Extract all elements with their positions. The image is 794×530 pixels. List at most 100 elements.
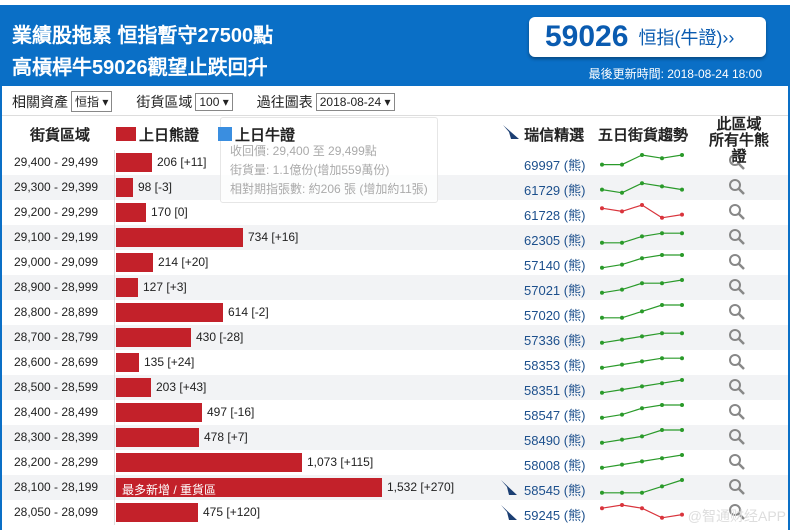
- credit-suisse-sail-icon: [501, 480, 517, 495]
- trend-point: [640, 281, 644, 286]
- trend-point: [660, 515, 664, 520]
- bear-bar[interactable]: [116, 303, 223, 322]
- bar-value: 430 [-28]: [196, 330, 244, 344]
- legend-bull[interactable]: 上日牛證: [218, 124, 295, 145]
- bear-bar[interactable]: [116, 428, 199, 447]
- warrant-code-link[interactable]: 57020 (熊): [524, 308, 586, 323]
- search-icon[interactable]: [728, 378, 746, 396]
- search-icon[interactable]: [728, 153, 746, 171]
- chart-date-select[interactable]: 2018-08-24 ▾: [315, 92, 395, 111]
- featured-warrant-button[interactable]: 59026 恒指(牛證)››: [529, 17, 766, 57]
- warrant-code-link[interactable]: 58490 (熊): [524, 433, 586, 448]
- warrant-code-link[interactable]: 61728 (熊): [524, 208, 586, 223]
- table-row[interactable]: 28,800 - 28,899 614 [-2] 57020 (熊): [2, 300, 788, 325]
- table-row[interactable]: 28,100 - 28,199 最多新增 / 重貨區 1,532 [+270] 5…: [2, 475, 788, 500]
- warrant-code-link[interactable]: 59245 (熊): [524, 508, 586, 523]
- bear-bar[interactable]: [116, 353, 139, 372]
- table-row[interactable]: 28,900 - 28,999 127 [+3] 57021 (熊): [2, 275, 788, 300]
- warrant-code-link[interactable]: 58351 (熊): [524, 383, 586, 398]
- bear-swatch-icon: [116, 127, 136, 141]
- warrant-code-link[interactable]: 62305 (熊): [524, 233, 586, 248]
- zone-select[interactable]: 100 ▾: [195, 92, 233, 111]
- table-row[interactable]: 29,100 - 29,199 734 [+16] 62305 (熊): [2, 225, 788, 250]
- search-icon[interactable]: [728, 253, 746, 271]
- warrant-code-link[interactable]: 57021 (熊): [524, 283, 586, 298]
- trend-point: [680, 231, 684, 236]
- trend-point: [660, 303, 664, 307]
- trend-point: [660, 253, 664, 257]
- warrant-code-link[interactable]: 58547 (熊): [524, 408, 586, 423]
- search-icon[interactable]: [728, 228, 746, 246]
- legend-bear[interactable]: 上日熊證: [116, 124, 199, 145]
- search-icon[interactable]: [728, 328, 746, 346]
- search-icon[interactable]: [728, 278, 746, 296]
- bear-bar[interactable]: 最多新增 / 重貨區: [116, 478, 382, 497]
- bear-bar[interactable]: [116, 278, 138, 297]
- asset-select[interactable]: 恒指 ▾: [71, 91, 113, 112]
- table-row[interactable]: 28,050 - 28,099 475 [+120] 59245 (熊): [2, 500, 788, 525]
- trend-point: [660, 231, 664, 236]
- bear-bar[interactable]: [116, 178, 133, 197]
- trend-point: [600, 240, 604, 245]
- trend-sparkline: [600, 231, 684, 245]
- trend-point: [640, 203, 644, 207]
- table-row[interactable]: 28,300 - 28,399 478 [+7] 58490 (熊): [2, 425, 788, 450]
- bear-bar[interactable]: [116, 403, 202, 422]
- trend-point: [680, 403, 684, 407]
- table-row[interactable]: 28,200 - 28,299 1,073 [+115] 58008 (熊): [2, 450, 788, 475]
- warrant-code-link[interactable]: 69997 (熊): [524, 158, 586, 173]
- trend-point: [660, 156, 664, 161]
- search-icon[interactable]: [728, 478, 746, 496]
- warrant-code-link[interactable]: 58008 (熊): [524, 458, 586, 473]
- bear-bar[interactable]: [116, 328, 191, 347]
- table-row[interactable]: 28,700 - 28,799 430 [-28] 57336 (熊): [2, 325, 788, 350]
- trend-point: [640, 490, 644, 495]
- bear-bar[interactable]: [116, 378, 151, 397]
- col-trend: 五日街貨趨勢: [598, 127, 689, 144]
- bar-value: 170 [0]: [151, 205, 188, 219]
- search-icon[interactable]: [728, 203, 746, 221]
- table-row[interactable]: 29,400 - 29,499 206 [+11] 69997 (熊): [2, 150, 788, 175]
- search-icon[interactable]: [728, 178, 746, 196]
- zone-range: 28,400 - 28,499: [14, 405, 99, 419]
- trend-point: [660, 484, 664, 489]
- search-icon[interactable]: [728, 453, 746, 471]
- trend-sparkline: [600, 478, 684, 495]
- warrant-code-link[interactable]: 58353 (熊): [524, 358, 586, 373]
- bear-bar[interactable]: [116, 228, 243, 247]
- trend-point: [640, 434, 644, 439]
- table-row[interactable]: 28,500 - 28,599 203 [+43] 58351 (熊): [2, 375, 788, 400]
- bar-value: 135 [+24]: [144, 355, 195, 369]
- trend-point: [600, 390, 604, 395]
- trend-sparkline: [600, 253, 684, 270]
- header: 業績股拖累 恒指暫守27500點 高槓桿牛59026觀望止跌回升 59026 恒…: [2, 7, 788, 86]
- trend-sparkline: [600, 331, 684, 345]
- warrant-code-link[interactable]: 61729 (熊): [524, 183, 586, 198]
- table-row[interactable]: 28,400 - 28,499 497 [-16] 58547 (熊): [2, 400, 788, 425]
- tooltip-line: 街貨量: 1.1億份(增加559萬份): [230, 163, 390, 177]
- bear-bar[interactable]: [116, 203, 146, 222]
- search-icon[interactable]: [728, 303, 746, 321]
- bear-bar[interactable]: [116, 453, 302, 472]
- search-icon[interactable]: [728, 353, 746, 371]
- headline-1: 業績股拖累 恒指暫守27500點: [12, 25, 274, 47]
- warrant-code-link[interactable]: 58545 (熊): [524, 483, 586, 498]
- trend-point: [640, 309, 644, 314]
- bar-value: 214 [+20]: [158, 255, 209, 269]
- tooltip-line: 相對期指張數: 約206 張 (增加約11張): [230, 182, 428, 196]
- warrant-code-link[interactable]: 57140 (熊): [524, 258, 586, 273]
- trend-point: [640, 234, 644, 239]
- bear-bar[interactable]: [116, 253, 153, 272]
- bear-bar[interactable]: [116, 153, 152, 172]
- search-icon[interactable]: [728, 428, 746, 446]
- table-row[interactable]: 29,200 - 29,299 170 [0] 61728 (熊): [2, 200, 788, 225]
- table-row[interactable]: 28,600 - 28,699 135 [+24] 58353 (熊): [2, 350, 788, 375]
- table-row[interactable]: 29,000 - 29,099 214 [+20] 57140 (熊): [2, 250, 788, 275]
- panel-frame: [0, 5, 790, 530]
- bear-bar[interactable]: [116, 503, 198, 522]
- warrant-code-link[interactable]: 57336 (熊): [524, 333, 586, 348]
- search-icon[interactable]: [728, 403, 746, 421]
- search-icon[interactable]: [728, 503, 746, 521]
- bull-swatch-icon: [218, 127, 232, 141]
- bar-value: 478 [+7]: [204, 430, 248, 444]
